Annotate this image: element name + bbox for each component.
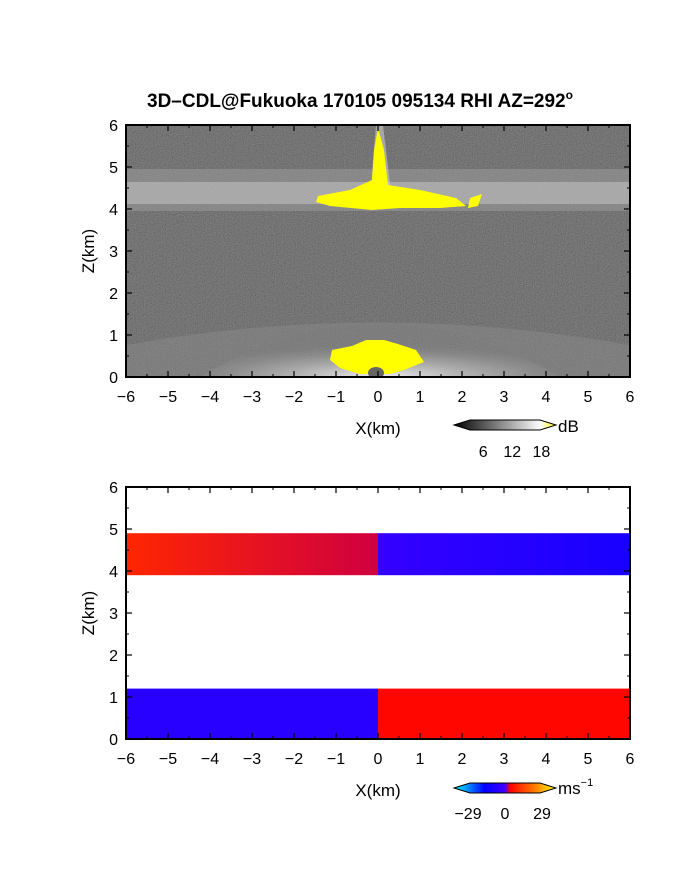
x-tick-label: −6	[117, 751, 135, 768]
x-tick-label: −6	[117, 389, 135, 406]
x-tick-label: −3	[243, 389, 261, 406]
velocity-region	[378, 533, 630, 576]
x-tick-label: 1	[416, 751, 425, 768]
x-tick-label: 0	[374, 751, 383, 768]
velocity-xlabel: X(km)	[355, 781, 400, 800]
doppler-velocity-panel: −6 −5 −4 −3 −2 −1 0 1 2 3 4 5 6 0 1 2 3 4 5 6 X(km) Z(km) −…	[79, 480, 635, 823]
y-tick-label: 4	[109, 564, 118, 581]
x-tick-label: 3	[500, 751, 509, 768]
colorbar-tick-label: 6	[479, 444, 488, 461]
reflectivity-colorbar-bar	[452, 419, 558, 431]
y-tick-label: 3	[109, 244, 118, 261]
velocity-region	[378, 688, 630, 739]
reflectivity-xlabel: X(km)	[355, 419, 400, 438]
velocity-colorbar: −29 0 29 ms−1	[452, 777, 593, 823]
x-tick-label: 2	[458, 389, 467, 406]
lower-strong-echo	[330, 340, 424, 374]
x-tick-label: 3	[500, 389, 509, 406]
x-tick-label: −4	[201, 389, 219, 406]
x-tick-label: 1	[416, 389, 425, 406]
y-tick-label: 2	[109, 648, 118, 665]
radar-site-marker	[368, 367, 384, 377]
colorbar-tick-label: −29	[454, 806, 481, 823]
x-tick-label: 6	[626, 389, 635, 406]
x-tick-label: −2	[285, 389, 303, 406]
x-tick-label: 5	[584, 751, 593, 768]
x-tick-label: −4	[201, 751, 219, 768]
x-tick-label: −1	[327, 389, 345, 406]
velocity-colorbar-unit: ms−1	[558, 777, 593, 798]
upper-strong-echo-fragment	[468, 194, 482, 208]
upper-strong-echo	[316, 128, 466, 210]
x-tick-label: 4	[542, 751, 551, 768]
figure-title: 3D–CDL@Fukuoka 170105 095134 RHI AZ=292o	[147, 88, 573, 112]
reflectivity-colorbar-unit: dB	[558, 417, 579, 436]
x-tick-label: −1	[327, 751, 345, 768]
x-tick-label: −3	[243, 751, 261, 768]
y-tick-label: 2	[109, 286, 118, 303]
reflectivity-colorbar: 6 12 18 dB	[452, 417, 579, 461]
x-tick-label: −2	[285, 751, 303, 768]
y-tick-label: 5	[109, 160, 118, 177]
y-tick-label: 0	[109, 370, 118, 387]
y-tick-label: 5	[109, 522, 118, 539]
y-tick-label: 4	[109, 202, 118, 219]
x-tick-label: −5	[159, 389, 177, 406]
y-tick-label: 3	[109, 606, 118, 623]
x-tick-label: 4	[542, 389, 551, 406]
reflectivity-ylabel: Z(km)	[79, 229, 98, 273]
x-tick-label: 5	[584, 389, 593, 406]
x-tick-label: 0	[374, 389, 383, 406]
colorbar-tick-label: 29	[533, 806, 551, 823]
y-tick-label: 1	[109, 690, 118, 707]
velocity-region	[126, 533, 378, 576]
x-tick-label: −5	[159, 751, 177, 768]
colorbar-tick-label: 12	[503, 444, 521, 461]
y-tick-label: 6	[109, 480, 118, 497]
y-tick-label: 6	[109, 118, 118, 135]
velocity-ylabel: Z(km)	[79, 591, 98, 635]
velocity-region	[126, 688, 378, 739]
x-tick-label: 6	[626, 751, 635, 768]
y-tick-label: 1	[109, 328, 118, 345]
y-tick-label: 0	[109, 732, 118, 749]
colorbar-tick-label: 18	[533, 444, 551, 461]
x-tick-label: 2	[458, 751, 467, 768]
velocity-colorbar-bar	[452, 782, 558, 794]
colorbar-tick-label: 0	[501, 806, 510, 823]
